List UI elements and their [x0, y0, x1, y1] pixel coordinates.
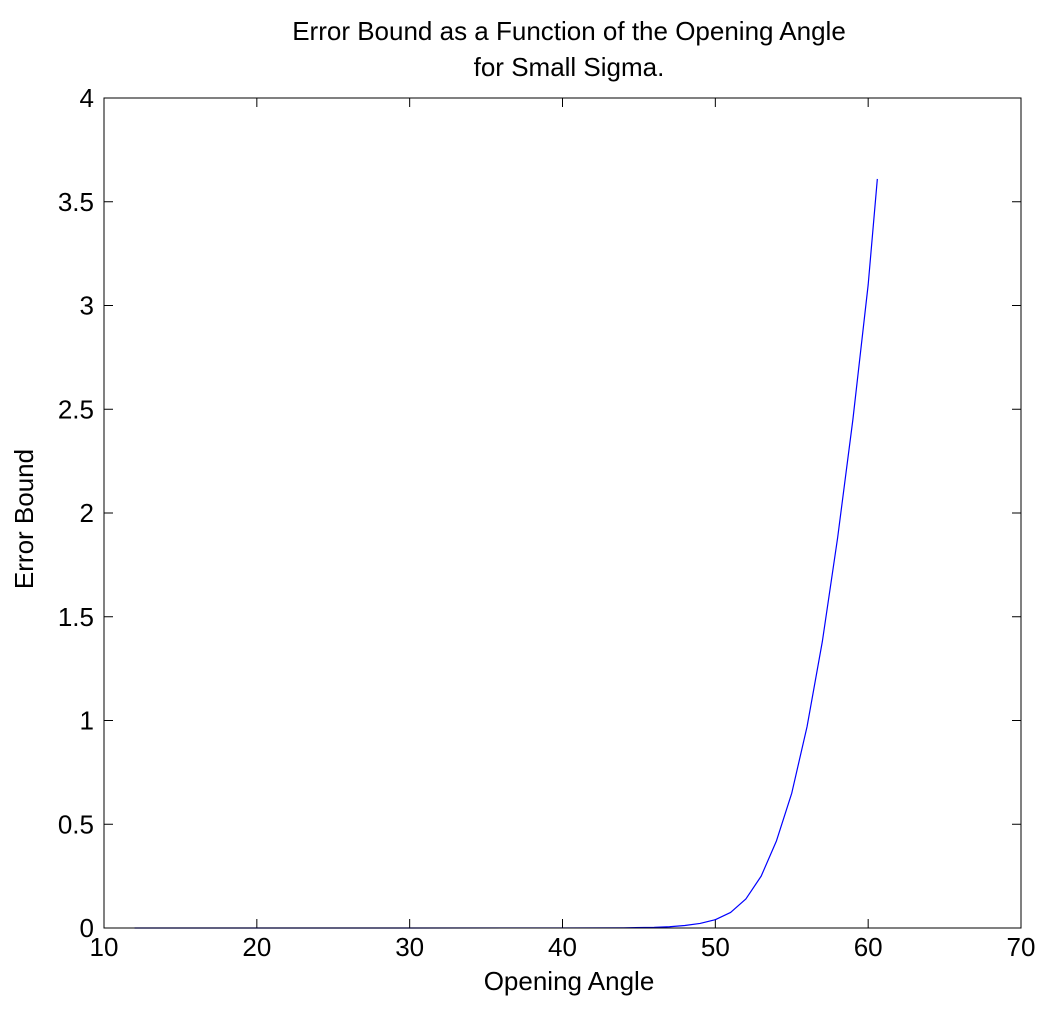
- x-tick-label: 60: [854, 932, 883, 962]
- chart-title: Error Bound as a Function of the Opening…: [292, 16, 846, 46]
- y-tick-label: 1.5: [58, 602, 94, 632]
- y-tick-label: 0.5: [58, 809, 94, 839]
- x-tick-label: 20: [242, 932, 271, 962]
- x-tick-label: 50: [701, 932, 730, 962]
- x-tick-label: 10: [90, 932, 119, 962]
- y-tick-label: 0: [80, 913, 94, 943]
- tick-labels: 10 20 30 40 50 60 70 0 0.5 1 1.5 2 2.5 3 3.5 4: [58, 83, 1036, 962]
- chart-subtitle: for Small Sigma.: [474, 52, 665, 82]
- x-tick-label: 70: [1007, 932, 1036, 962]
- y-tick-label: 2.5: [58, 394, 94, 424]
- x-tick-label: 40: [548, 932, 577, 962]
- y-tick-label: 2: [80, 498, 94, 528]
- x-axis-label: Opening Angle: [484, 966, 655, 996]
- plot-area: [104, 98, 1021, 928]
- y-tick-label: 3: [80, 291, 94, 321]
- x-tick-label: 30: [395, 932, 424, 962]
- plot-frame: [103, 97, 1022, 929]
- y-tick-label: 1: [80, 706, 94, 736]
- y-axis-label: Error Bound: [9, 449, 39, 589]
- y-tick-label: 4: [80, 83, 94, 113]
- y-tick-label: 3.5: [58, 187, 94, 217]
